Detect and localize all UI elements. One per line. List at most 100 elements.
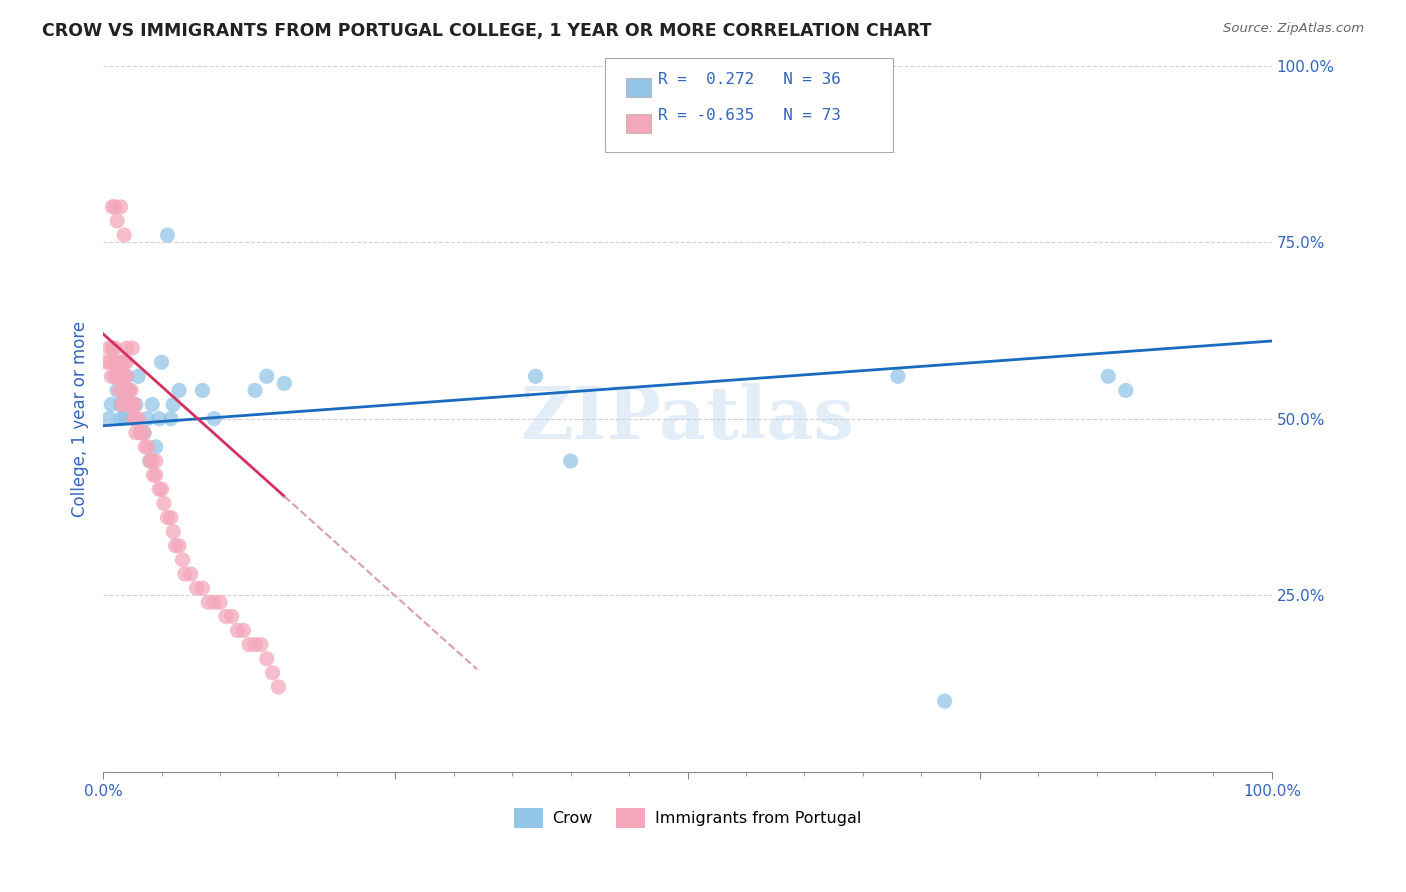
Point xyxy=(125,411,148,425)
Point xyxy=(115,355,138,369)
Point xyxy=(524,369,547,384)
Point xyxy=(141,454,163,468)
Point xyxy=(160,510,183,524)
Point xyxy=(104,341,127,355)
Point xyxy=(121,398,143,412)
Point xyxy=(112,369,135,384)
Point xyxy=(125,398,148,412)
Point xyxy=(114,398,136,412)
Point xyxy=(115,369,138,384)
Point xyxy=(111,384,134,398)
Point xyxy=(1115,384,1137,398)
Point xyxy=(98,411,121,425)
Point xyxy=(162,398,184,412)
Point xyxy=(110,200,132,214)
Point xyxy=(221,609,243,624)
Point xyxy=(186,581,208,595)
Point xyxy=(273,376,295,391)
Point xyxy=(165,539,187,553)
Point xyxy=(101,200,124,214)
Point xyxy=(100,369,122,384)
Point xyxy=(162,524,184,539)
Point xyxy=(139,454,162,468)
Point xyxy=(118,398,141,412)
Point xyxy=(174,566,197,581)
Point xyxy=(118,398,141,412)
Text: R =  0.272   N = 36: R = 0.272 N = 36 xyxy=(658,72,841,87)
Point xyxy=(148,482,170,496)
Point xyxy=(118,384,141,398)
Point xyxy=(202,595,225,609)
Point xyxy=(153,496,176,510)
Point xyxy=(167,539,190,553)
Text: CROW VS IMMIGRANTS FROM PORTUGAL COLLEGE, 1 YEAR OR MORE CORRELATION CHART: CROW VS IMMIGRANTS FROM PORTUGAL COLLEGE… xyxy=(42,22,932,40)
Point xyxy=(112,228,135,243)
Point xyxy=(250,638,273,652)
Point xyxy=(197,595,219,609)
Point xyxy=(208,595,231,609)
Legend: Crow, Immigrants from Portugal: Crow, Immigrants from Portugal xyxy=(508,802,868,834)
Point xyxy=(108,384,131,398)
Point xyxy=(232,624,254,638)
Point xyxy=(167,384,190,398)
Point xyxy=(105,369,128,384)
Point xyxy=(100,398,122,412)
Point xyxy=(112,411,135,425)
Point xyxy=(243,384,266,398)
Point xyxy=(125,425,148,440)
Point xyxy=(1097,369,1119,384)
Point xyxy=(180,566,202,581)
Point xyxy=(191,581,214,595)
Point xyxy=(934,694,956,708)
Point xyxy=(121,411,143,425)
Point xyxy=(124,398,146,412)
Point xyxy=(256,651,278,665)
Point xyxy=(110,398,132,412)
Point xyxy=(156,228,179,243)
Point xyxy=(132,425,155,440)
Point xyxy=(150,355,173,369)
Point xyxy=(145,454,167,468)
Point xyxy=(103,355,125,369)
Point xyxy=(107,355,129,369)
Point xyxy=(172,553,194,567)
Point xyxy=(256,369,278,384)
Point xyxy=(98,341,121,355)
Point xyxy=(115,369,138,384)
Point xyxy=(887,369,910,384)
Point xyxy=(98,355,121,369)
Point xyxy=(141,398,163,412)
Point xyxy=(156,510,179,524)
Point xyxy=(127,369,149,384)
Point xyxy=(120,384,142,398)
Point xyxy=(145,468,167,483)
Point xyxy=(142,468,165,483)
Point xyxy=(202,411,225,425)
Point xyxy=(115,341,138,355)
Point xyxy=(191,384,214,398)
Point xyxy=(96,355,118,369)
Point xyxy=(243,638,266,652)
Point xyxy=(150,482,173,496)
Point xyxy=(267,680,290,694)
Point xyxy=(136,440,159,454)
Point xyxy=(136,411,159,425)
Point xyxy=(110,369,132,384)
Point xyxy=(105,214,128,228)
Point xyxy=(238,638,260,652)
Point xyxy=(122,411,145,425)
Point xyxy=(104,369,127,384)
Point xyxy=(121,341,143,355)
Point xyxy=(560,454,582,468)
Point xyxy=(215,609,238,624)
Point xyxy=(104,369,127,384)
Point xyxy=(115,384,138,398)
Point xyxy=(134,440,156,454)
Point xyxy=(110,355,132,369)
Point xyxy=(129,425,152,440)
Point xyxy=(118,384,141,398)
Point xyxy=(226,624,249,638)
Point xyxy=(139,454,162,468)
Point xyxy=(127,411,149,425)
Point xyxy=(118,398,141,412)
